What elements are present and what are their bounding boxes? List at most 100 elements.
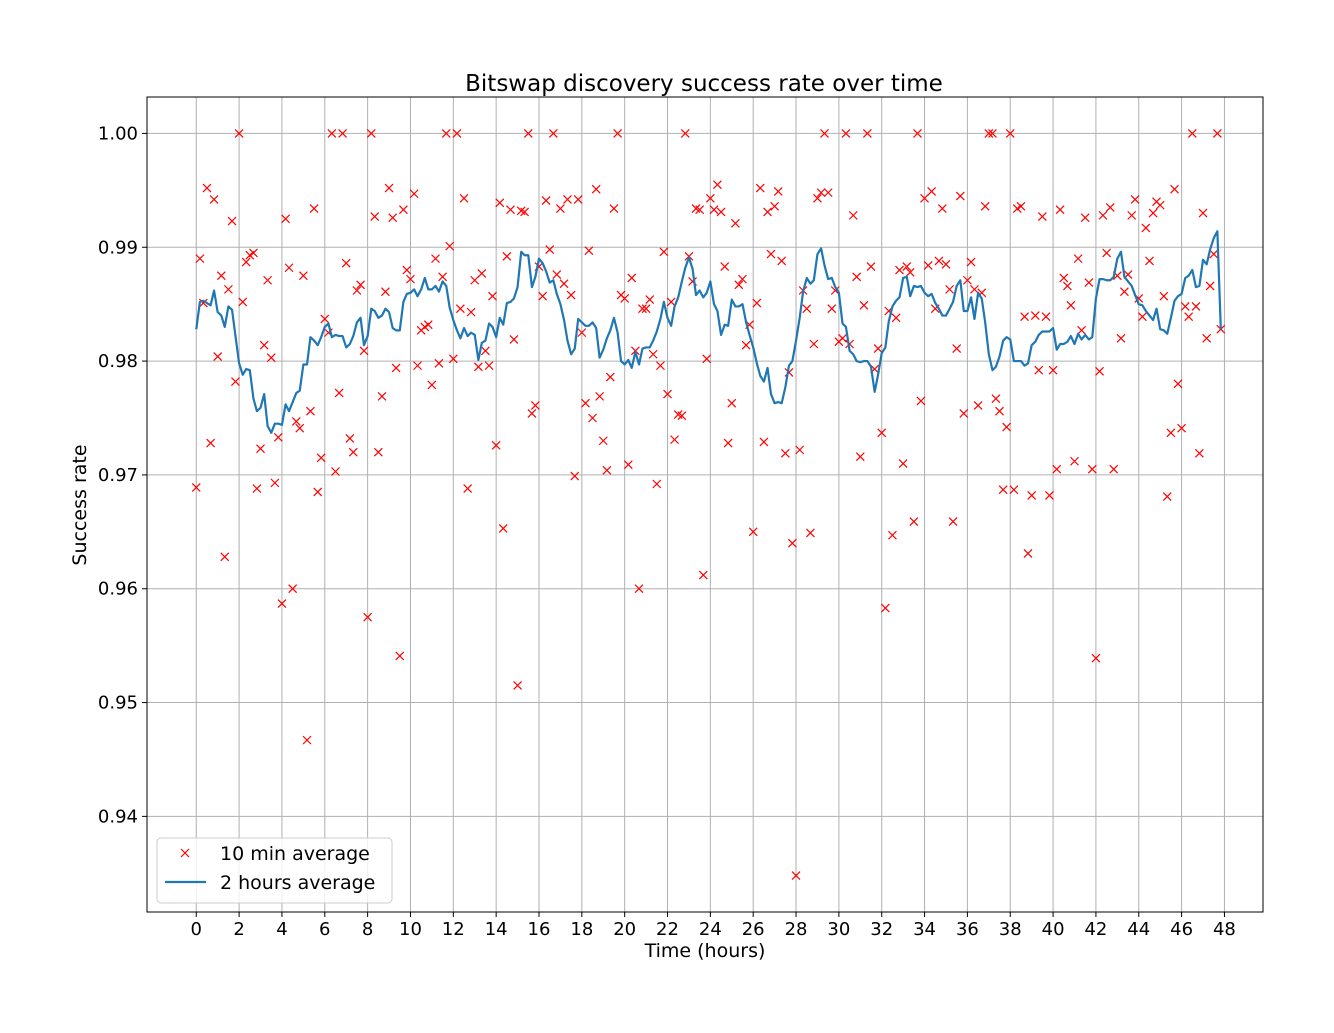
- x-tick-label: 18: [570, 919, 593, 940]
- scatter-point: [1155, 200, 1165, 210]
- scatter-point: [712, 180, 722, 190]
- scatter-point: [270, 478, 280, 488]
- scatter-point: [1145, 256, 1154, 266]
- scatter-point: [755, 183, 765, 193]
- scatter-point: [738, 274, 747, 284]
- scatter-point: [955, 191, 965, 201]
- scatter-point: [852, 272, 862, 282]
- scatter-point: [984, 129, 994, 138]
- scatter-point: [1184, 312, 1194, 322]
- scatter-point: [902, 262, 912, 272]
- scatter-point: [1173, 379, 1183, 389]
- y-tick-label: 0.99: [98, 237, 138, 258]
- scatter-point: [320, 314, 330, 324]
- scatter-point: [309, 204, 319, 213]
- scatter-point: [1209, 249, 1219, 259]
- scatter-point: [727, 398, 737, 408]
- y-tick-label: 0.96: [98, 579, 138, 600]
- x-tick-label: 46: [1170, 919, 1193, 940]
- scatter-point: [1098, 210, 1108, 220]
- scatter-point: [1005, 129, 1015, 138]
- scatter-point: [656, 361, 665, 371]
- scatter-point: [441, 129, 451, 138]
- scatter-point: [213, 352, 223, 361]
- scatter-point: [859, 300, 869, 310]
- scatter-point: [477, 269, 487, 278]
- scatter-point: [680, 129, 690, 138]
- scatter-point: [506, 205, 515, 215]
- scatter-point: [816, 188, 826, 198]
- scatter-point: [227, 216, 237, 226]
- scatter-point: [1041, 312, 1051, 322]
- scatter-point: [1130, 195, 1140, 204]
- scatter-point: [380, 287, 390, 297]
- x-tick-label: 32: [870, 919, 893, 940]
- x-tick-label: 24: [699, 919, 722, 940]
- scatter-point: [591, 184, 601, 194]
- scatter-point: [1002, 422, 1012, 432]
- scatter-point: [905, 267, 915, 277]
- scatter-point: [605, 372, 615, 382]
- scatter-point: [1009, 485, 1019, 495]
- scatter-point: [298, 271, 308, 281]
- scatter-point: [841, 129, 851, 138]
- x-tick-label: 48: [1213, 919, 1236, 940]
- scatter-point: [823, 188, 833, 198]
- scatter-point: [1105, 202, 1115, 212]
- x-tick-label: 36: [956, 919, 979, 940]
- scatter-point: [252, 484, 262, 493]
- scatter-point: [263, 275, 273, 285]
- scatter-point: [191, 483, 201, 492]
- scatter-point: [741, 340, 751, 350]
- scatter-point: [1137, 312, 1147, 322]
- scatter-point: [1070, 456, 1079, 466]
- x-tick-label: 6: [319, 919, 330, 940]
- scatter-point: [648, 349, 658, 359]
- scatter-point: [484, 361, 494, 371]
- scatter-point: [216, 271, 226, 281]
- scatter-point: [291, 416, 301, 426]
- scatter-point: [827, 304, 837, 314]
- scatter-point: [677, 411, 687, 421]
- scatter-point: [948, 517, 958, 526]
- scatter-point: [241, 257, 251, 267]
- scatter-point: [620, 294, 630, 303]
- scatter-point: [1023, 549, 1033, 558]
- scatter-point: [209, 195, 219, 204]
- x-tick-label: 8: [362, 919, 373, 940]
- scatter-point: [552, 270, 562, 279]
- scatter-point: [613, 129, 623, 138]
- scatter-point: [559, 279, 569, 289]
- legend-marker-10min: [180, 848, 190, 858]
- scatter-point: [195, 254, 205, 264]
- scatter-point: [927, 187, 937, 196]
- scatter-point: [277, 599, 287, 608]
- scatter-point: [995, 406, 1004, 416]
- scatter-point: [470, 275, 480, 285]
- y-tick-label: 0.95: [98, 693, 138, 714]
- scatter-point: [627, 273, 637, 283]
- line-path: [195, 230, 1222, 434]
- scatter-point: [702, 354, 712, 364]
- scatter-point: [773, 187, 783, 196]
- scatter-point: [866, 262, 876, 272]
- scatter-point: [945, 284, 955, 294]
- scatter-point: [720, 262, 730, 272]
- x-tick-label: 28: [785, 919, 808, 940]
- scatter-point: [952, 344, 962, 353]
- x-tick-label: 42: [1084, 919, 1107, 940]
- scatter-point: [459, 193, 469, 203]
- scatter-point: [970, 284, 979, 294]
- scatter-point: [359, 346, 369, 356]
- legend-box: [156, 837, 393, 904]
- scatter-point: [577, 328, 587, 338]
- scatter-point: [502, 251, 512, 261]
- scatter-point: [1162, 492, 1172, 501]
- scatter-point: [1045, 490, 1054, 500]
- scatter-point: [759, 437, 769, 447]
- legend: 10 min average 2 hours average: [156, 837, 393, 904]
- scatter-point: [1087, 464, 1097, 474]
- scatter-point: [1020, 312, 1030, 322]
- scatter-point: [413, 361, 422, 371]
- x-tick-label: 0: [191, 919, 202, 940]
